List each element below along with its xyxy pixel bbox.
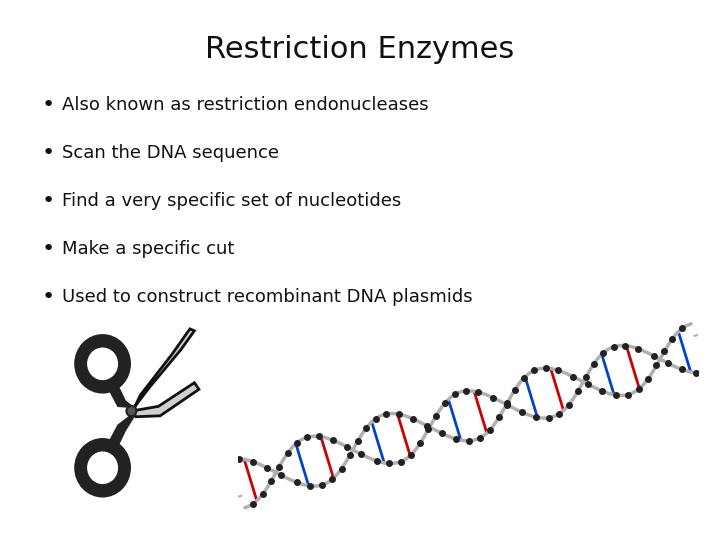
Text: Make a specific cut: Make a specific cut xyxy=(62,240,235,258)
Text: Restriction Enzymes: Restriction Enzymes xyxy=(205,35,515,64)
PathPatch shape xyxy=(132,329,194,411)
Circle shape xyxy=(76,440,130,496)
Text: Scan the DNA sequence: Scan the DNA sequence xyxy=(62,144,279,162)
Circle shape xyxy=(76,335,130,392)
Text: Used to construct recombinant DNA plasmids: Used to construct recombinant DNA plasmi… xyxy=(62,288,472,306)
Text: •: • xyxy=(41,239,55,259)
PathPatch shape xyxy=(104,373,137,410)
PathPatch shape xyxy=(132,383,199,417)
Circle shape xyxy=(86,347,119,381)
PathPatch shape xyxy=(104,412,137,458)
Circle shape xyxy=(86,451,119,485)
Text: •: • xyxy=(41,95,55,115)
Text: •: • xyxy=(41,143,55,163)
Text: •: • xyxy=(41,287,55,307)
Text: •: • xyxy=(41,191,55,211)
Circle shape xyxy=(127,406,136,416)
Text: Also known as restriction endonucleases: Also known as restriction endonucleases xyxy=(62,96,428,114)
Text: Find a very specific set of nucleotides: Find a very specific set of nucleotides xyxy=(62,192,401,210)
